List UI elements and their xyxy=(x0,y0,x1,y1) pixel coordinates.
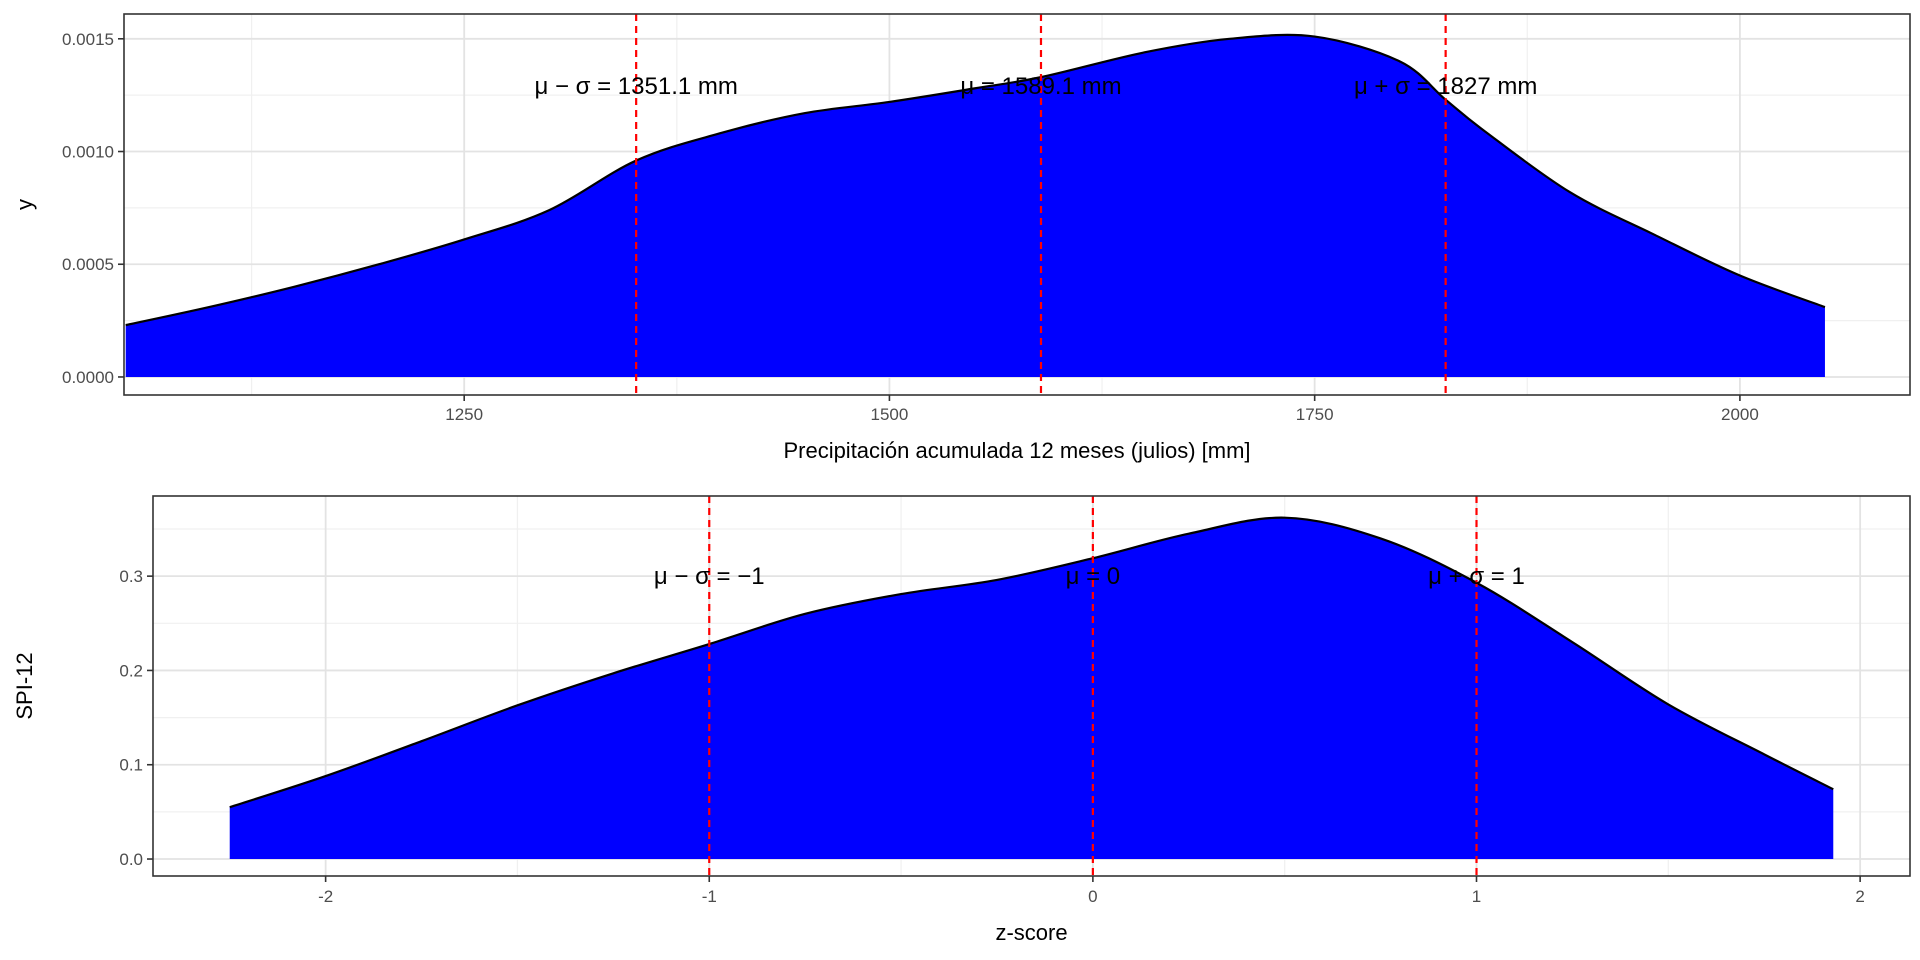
y-tick-label: 0.2 xyxy=(119,661,143,680)
reference-label: μ − σ = 1351.1 mm xyxy=(534,73,737,100)
y-tick-label: 0.1 xyxy=(119,756,143,775)
y-tick-label: 0.0005 xyxy=(62,255,114,274)
x-tick-label: 1 xyxy=(1472,887,1481,906)
x-tick-label: 1750 xyxy=(1296,405,1334,424)
x-tick-label: -2 xyxy=(318,887,333,906)
reference-label: μ + σ = 1827 mm xyxy=(1354,73,1537,100)
y-tick-label: 0.3 xyxy=(119,567,143,586)
density-outline xyxy=(125,33,1826,327)
y-tick-label: 0.0015 xyxy=(62,30,114,49)
y-tick-label: 0.0000 xyxy=(62,368,114,387)
x-tick-label: 0 xyxy=(1088,887,1097,906)
x-axis-title: Precipitación acumulada 12 meses (julios… xyxy=(783,438,1250,463)
y-axis-title: y xyxy=(12,199,37,210)
x-tick-label: 2000 xyxy=(1721,405,1759,424)
x-axis-title: z-score xyxy=(995,920,1067,945)
y-axis-title: SPI-12 xyxy=(12,652,37,719)
y-tick-label: 0.0010 xyxy=(62,143,114,162)
density-outline xyxy=(229,516,1834,809)
panel-border xyxy=(152,495,1911,877)
x-tick-label: 1500 xyxy=(871,405,909,424)
panel-border xyxy=(123,13,1911,396)
reference-label: μ − σ = −1 xyxy=(654,563,765,590)
density-area xyxy=(229,517,1834,860)
reference-label: μ = 1589.1 mm xyxy=(960,73,1121,100)
density-panel-spi: μ − σ = −1 μ = 0 μ + σ = 1 -2 -1 0 1 2 0.0 0.1 0.2… xyxy=(12,495,1911,945)
reference-label: μ = 0 xyxy=(1066,563,1121,590)
x-tick-label: 2 xyxy=(1855,887,1864,906)
density-area xyxy=(125,34,1825,377)
density-panel-precipitation: μ − σ = 1351.1 mm μ = 1589.1 mm μ + σ = 18… xyxy=(12,13,1911,463)
y-tick-label: 0.0 xyxy=(119,850,143,869)
x-tick-label: 1250 xyxy=(445,405,483,424)
x-tick-label: -1 xyxy=(702,887,717,906)
reference-label: μ + σ = 1 xyxy=(1428,563,1525,590)
